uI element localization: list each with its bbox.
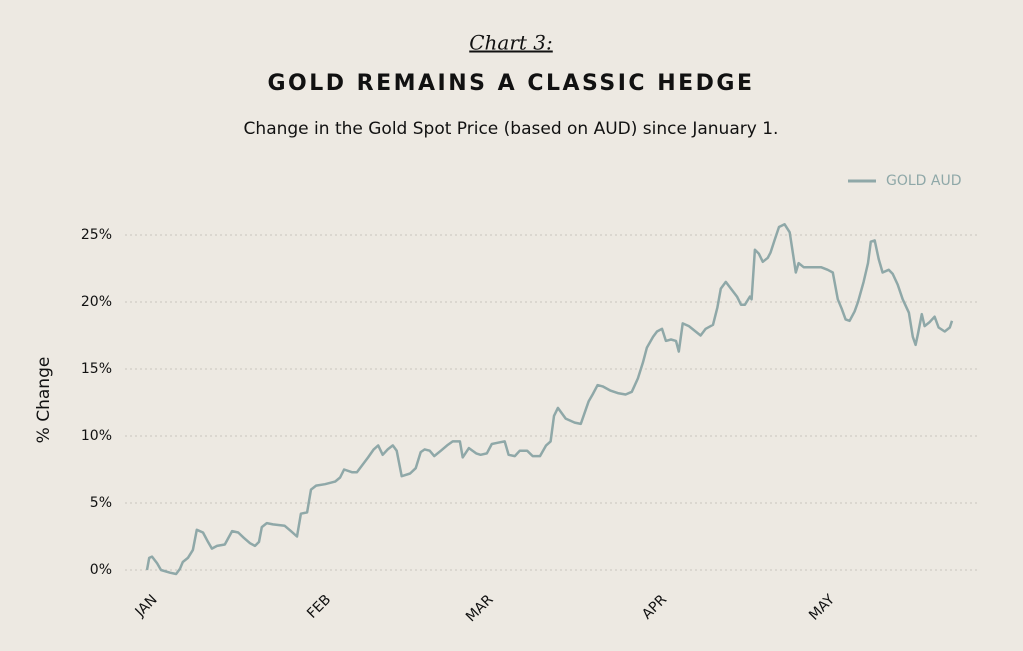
chart-title: GOLD REMAINS A CLASSIC HEDGE [267, 71, 754, 96]
x-tick-label: FEB [304, 592, 334, 622]
data-line [145, 223, 954, 576]
x-tick-label: MAR [463, 592, 497, 626]
y-tick-label: 15% [81, 361, 112, 377]
y-tick-label: 20% [81, 294, 112, 310]
x-tick-label: JAN [132, 592, 161, 621]
x-tick-label: APR [639, 592, 670, 623]
y-tick-label: 25% [81, 227, 112, 243]
chart-subtitle: Change in the Gold Spot Price (based on … [244, 119, 779, 139]
x-tick-label: MAY [806, 591, 838, 623]
y-tick-label: 10% [81, 428, 112, 444]
y-tick-label: 5% [90, 495, 112, 511]
y-tick-label: 0% [90, 562, 112, 578]
y-axis-label: % Change [34, 357, 54, 444]
legend-label: GOLD AUD [886, 173, 962, 189]
chart-kicker: Chart 3: [469, 31, 553, 55]
